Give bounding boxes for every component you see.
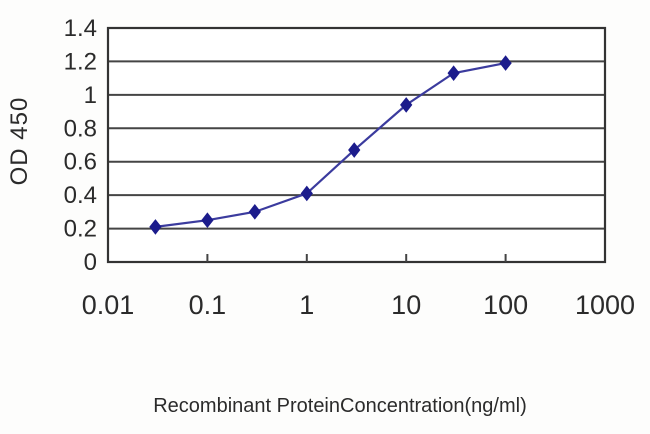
data-point-marker-x0.1 xyxy=(201,212,214,229)
series-line xyxy=(155,62,506,228)
axis-ticks-layer xyxy=(206,254,507,262)
y-tick-label-0.6: 0.6 xyxy=(64,149,97,176)
x-tick-label-100: 100 xyxy=(483,290,528,320)
x-tick-label-1000: 1000 xyxy=(575,290,635,320)
y-axis-title: OD 450 xyxy=(6,97,33,186)
data-point-marker-x10 xyxy=(400,97,413,113)
tick-labels-layer: 0 0.2 0.4 0.6 0.8 1 1.2 1.4 0.01 0.1 1 10 100 1000 xyxy=(64,15,635,320)
y-tick-label-0.4: 0.4 xyxy=(64,182,97,209)
data-point-marker-x3 xyxy=(348,142,361,158)
y-tick-label-1: 1 xyxy=(84,82,97,109)
x-tick-label-10: 10 xyxy=(391,290,421,320)
y-tick-label-1.4: 1.4 xyxy=(64,15,97,42)
data-point-marker-x1 xyxy=(300,185,313,202)
y-tick-label-0.2: 0.2 xyxy=(64,216,97,243)
y-tick-label-0.8: 0.8 xyxy=(64,115,97,142)
data-point-marker-x0.03 xyxy=(149,219,162,235)
data-point-marker-x100 xyxy=(499,55,512,71)
data-series-layer xyxy=(149,55,512,235)
gridlines-layer xyxy=(106,26,607,264)
data-point-marker-x0.3 xyxy=(248,204,261,220)
y-tick-label-0: 0 xyxy=(84,249,97,276)
plot-border xyxy=(106,26,607,264)
x-axis-title: Recombinant ProteinConcentration(ng/ml) xyxy=(153,395,527,417)
x-tick-label-0.1: 0.1 xyxy=(189,290,227,320)
x-tick-label-1: 1 xyxy=(299,290,314,320)
x-tick-label-0.01: 0.01 xyxy=(82,290,135,320)
data-point-marker-x30 xyxy=(447,65,460,81)
plot-background xyxy=(108,28,605,262)
y-tick-label-1.2: 1.2 xyxy=(64,48,97,75)
